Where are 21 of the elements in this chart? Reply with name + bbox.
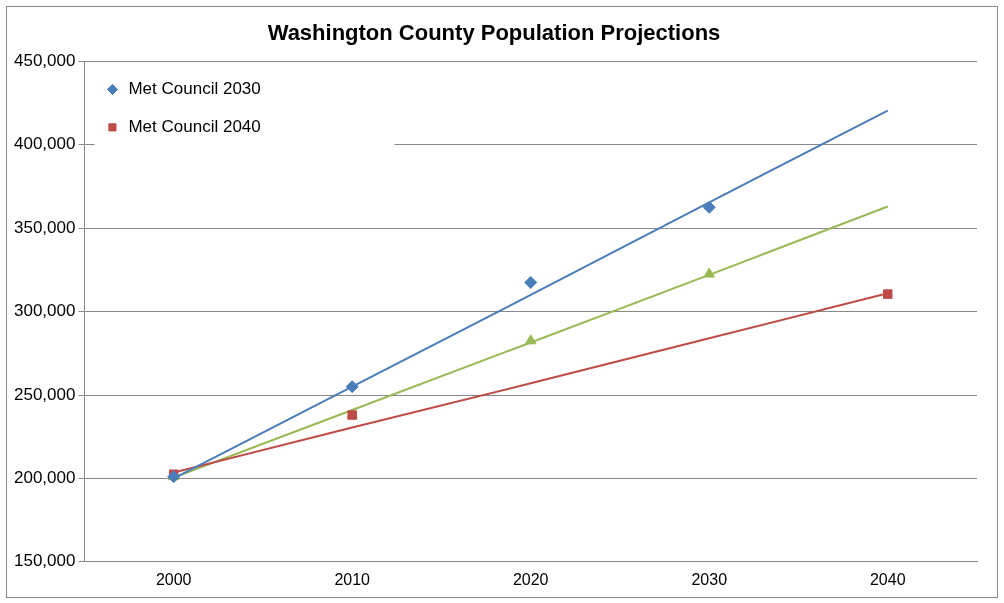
legend-label: Met Council 2040 xyxy=(128,117,261,137)
y-tick-label: 350,000 xyxy=(14,217,76,237)
y-tick-label: 250,000 xyxy=(14,384,76,404)
point xyxy=(703,267,715,278)
x-tick-label: 2030 xyxy=(691,570,728,588)
y-tick-label: 200,000 xyxy=(14,468,76,488)
x-tick-label: 2040 xyxy=(869,570,906,588)
point xyxy=(883,289,893,299)
chart-title: Washington County Population Projections xyxy=(267,20,721,46)
point xyxy=(702,200,716,214)
x-tick-label: 2000 xyxy=(155,570,192,588)
y-tick-label: 300,000 xyxy=(14,301,76,321)
x-tick-label: 2020 xyxy=(512,570,549,588)
y-tick-label: 400,000 xyxy=(14,134,76,154)
legend-label: Met Council 2030 xyxy=(128,79,261,99)
y-tick-label: 150,000 xyxy=(14,551,76,571)
y-tick-label: 450,000 xyxy=(14,51,76,71)
point xyxy=(525,334,537,345)
x-tick-label: 2010 xyxy=(334,570,371,588)
point xyxy=(524,275,538,289)
point xyxy=(345,380,359,394)
